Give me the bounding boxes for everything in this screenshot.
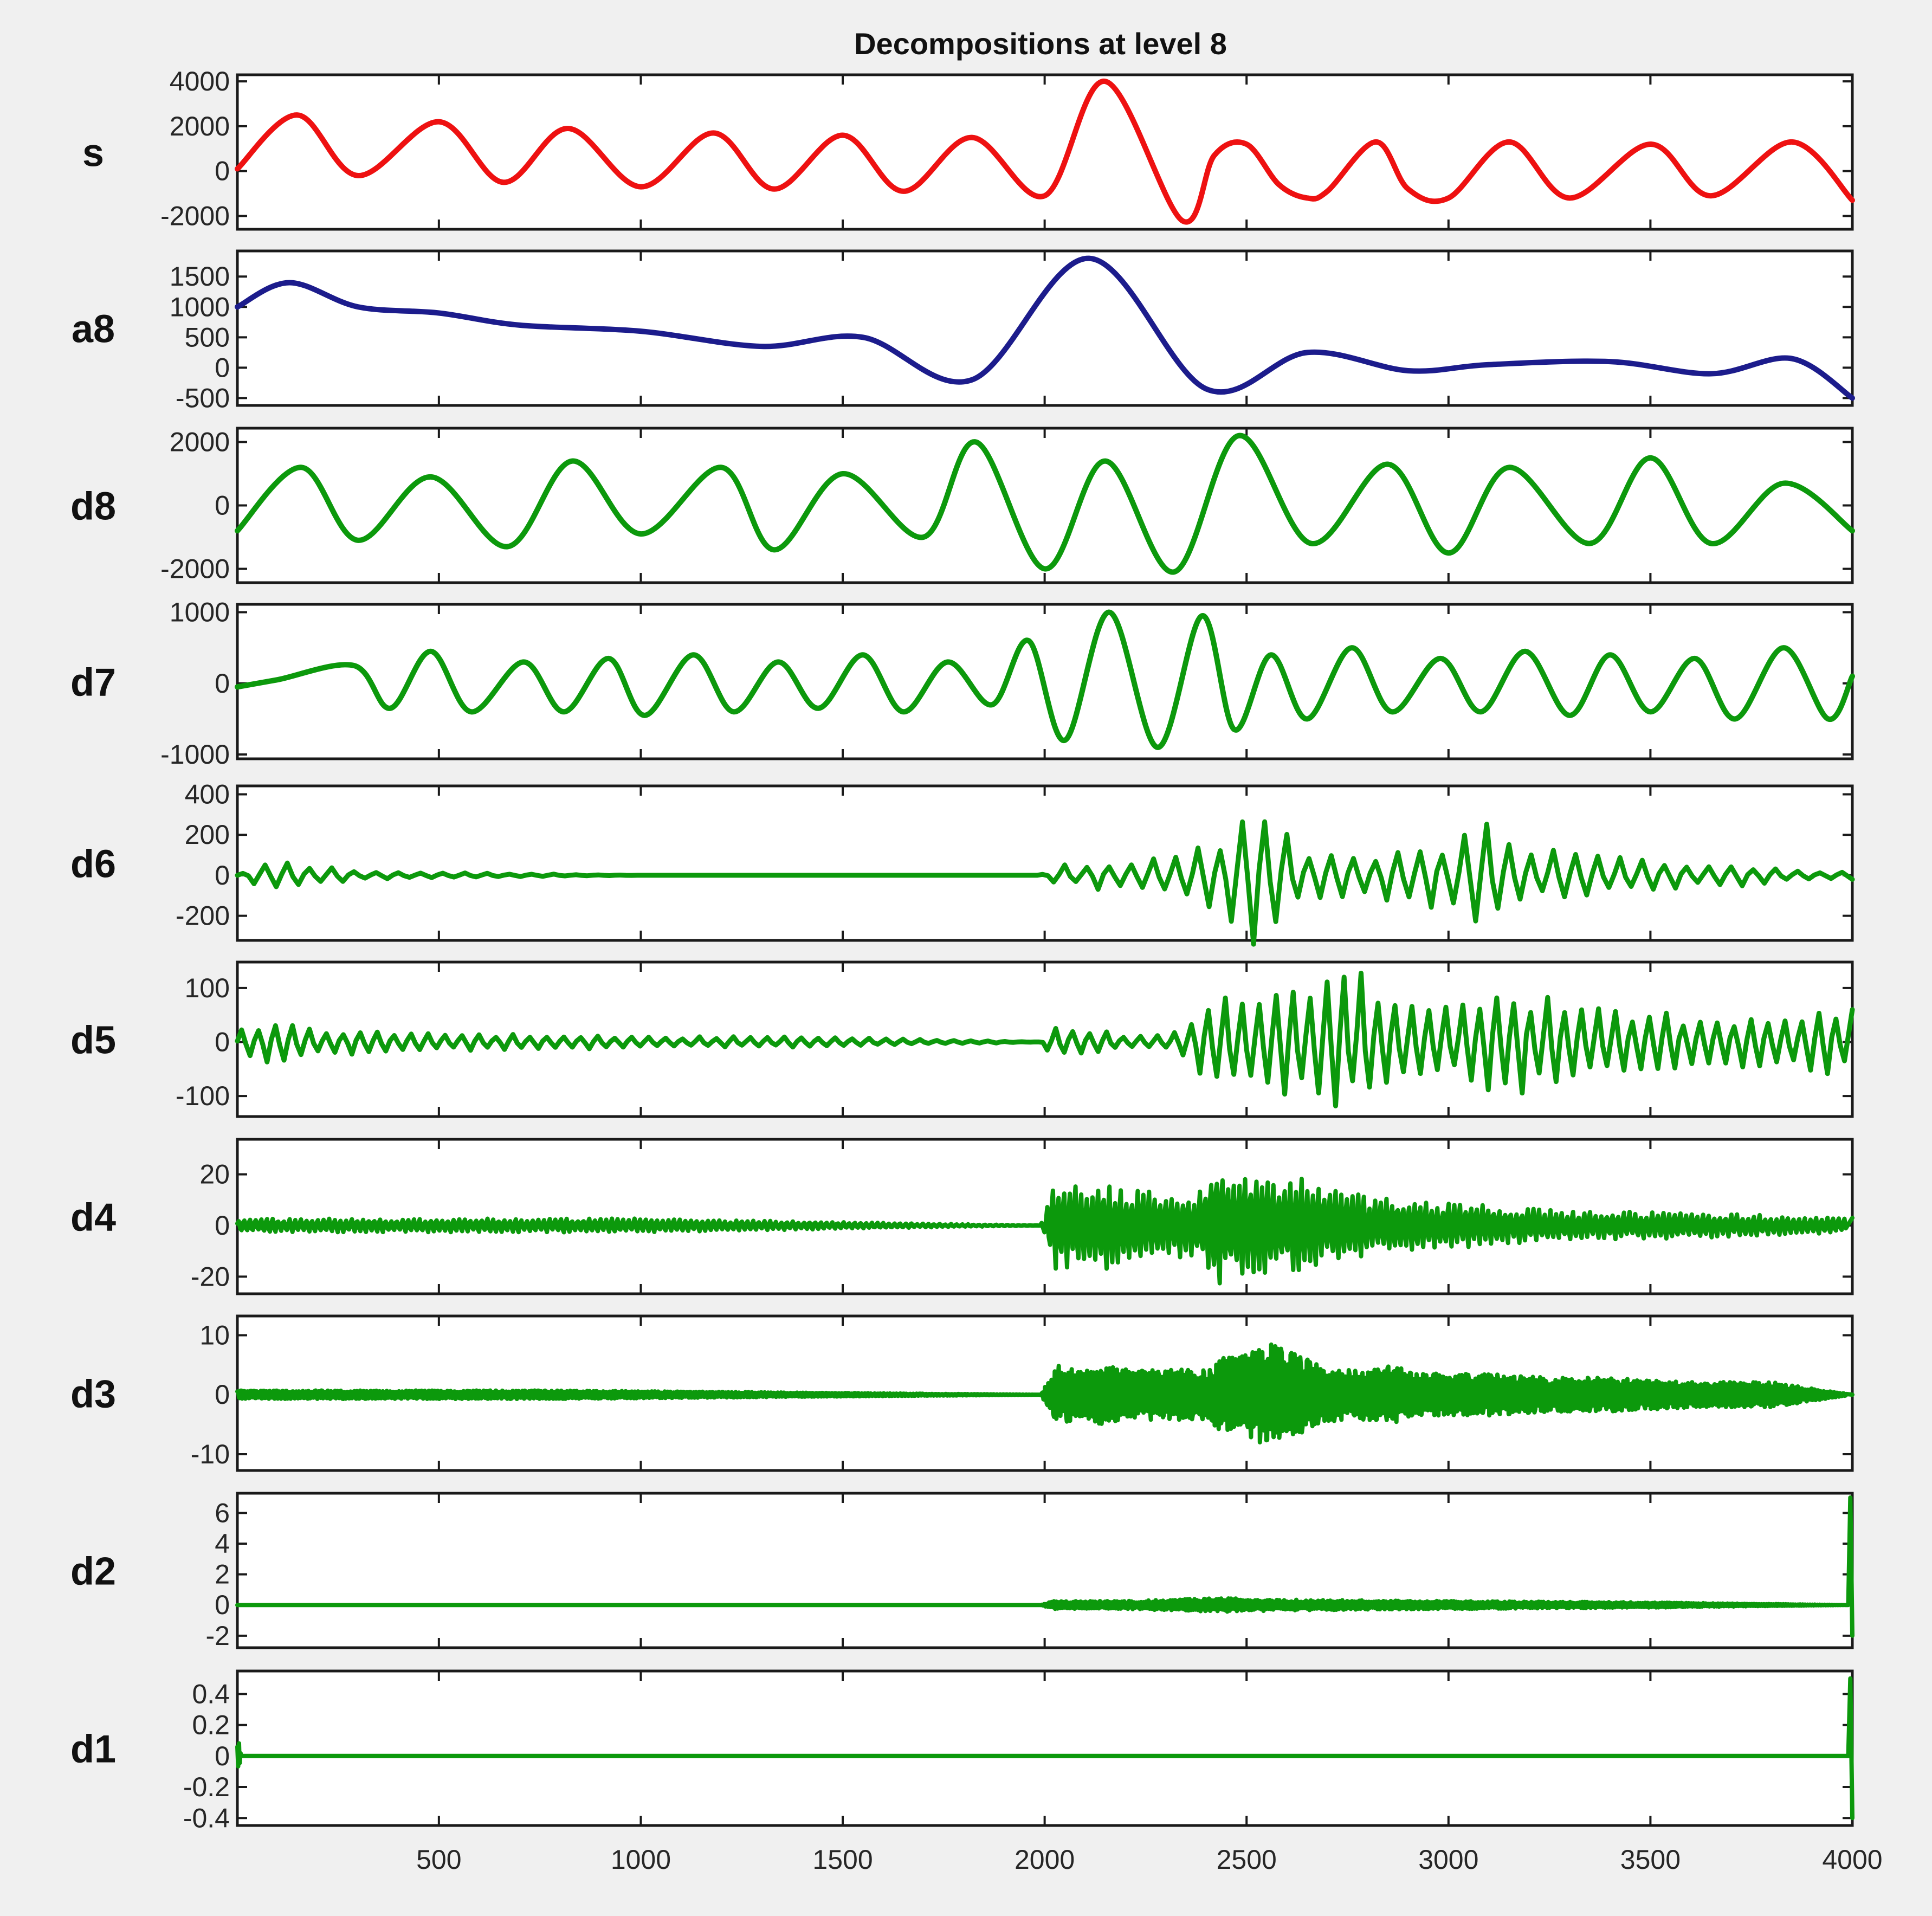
ylabel-d3: d3 [70, 1373, 116, 1416]
ytick-label-d1: -0.2 [183, 1772, 230, 1802]
panel-d6: 400 200 0 -200 d6 [70, 779, 1855, 947]
ytick-label-d2: 0 [215, 1590, 230, 1620]
series-line-d5 [235, 970, 1855, 1108]
ylabel-a8: a8 [72, 308, 115, 351]
series-line-d7 [235, 609, 1855, 750]
ytick-label-a8: -500 [176, 383, 230, 413]
ytick-label-a8: 1500 [170, 261, 230, 292]
panels-group: 400020000-2000s150010005000-500a820000-2… [70, 66, 1855, 1833]
ylabel-d7: d7 [70, 661, 116, 705]
ylabel-d2: d2 [70, 1550, 116, 1594]
ytick-label-d1: 0 [215, 1741, 230, 1771]
ytick-label-d5: -100 [176, 1081, 230, 1111]
series-line-d4 [235, 1177, 1855, 1286]
ytick-label-d8: -2000 [160, 553, 230, 584]
ytick-label-s: 0 [215, 156, 230, 186]
xtick-label: 2000 [1015, 1844, 1075, 1875]
series-line-s [235, 79, 1855, 225]
ylabel-d6: d6 [70, 843, 116, 886]
panel-d8: 2000 0 -2000 d8 [70, 427, 1855, 584]
panel-d1: 0.40.20-0.2-0.4 d1 [70, 1669, 1855, 1833]
ylabel-d4: d4 [70, 1196, 116, 1240]
axes-d8 [236, 427, 1854, 584]
ytick-label-d1: -0.4 [183, 1803, 230, 1833]
chart-title: Decompositions at level 8 [854, 27, 1227, 61]
xtick-label: 1500 [812, 1844, 873, 1875]
panel-d3: 10 0 -10 d3 [70, 1314, 1855, 1472]
ylabel-d8: d8 [70, 485, 116, 528]
ytick-label-d2: 6 [215, 1498, 230, 1528]
xtick-label: 3000 [1418, 1844, 1478, 1875]
axes-d2 [236, 1492, 1854, 1649]
ytick-label-d5: 100 [185, 973, 230, 1003]
ytick-label-d6: 200 [185, 820, 230, 850]
ylabel-d1: d1 [70, 1728, 116, 1771]
axes-d1 [236, 1669, 1854, 1827]
series-line-a8 [235, 255, 1855, 401]
ylabel-s: s [82, 132, 104, 175]
ytick-label-d6: -200 [176, 901, 230, 931]
ytick-label-d3: 0 [215, 1379, 230, 1410]
ytick-label-d4: -20 [191, 1261, 230, 1292]
ytick-label-d3: -10 [191, 1439, 230, 1469]
ytick-label-d6: 400 [185, 779, 230, 809]
xtick-label: 1000 [611, 1844, 671, 1875]
ytick-label-d7: -1000 [160, 739, 230, 770]
panel-d4: 20 0 -20 d4 [70, 1138, 1855, 1295]
ytick-label-a8: 0 [215, 352, 230, 383]
xtick-label: 2500 [1217, 1844, 1277, 1875]
ytick-label-d5: 0 [215, 1027, 230, 1057]
ytick-label-d6: 0 [215, 860, 230, 891]
ytick-label-d8: 0 [215, 491, 230, 521]
ytick-label-d7: 0 [215, 668, 230, 699]
panel-s: 4000 2000 0 -2000 s [82, 66, 1855, 231]
series-line-d8 [235, 433, 1855, 575]
axes-a8 [236, 249, 1854, 407]
ytick-label-d1: 0.2 [192, 1710, 230, 1740]
xtick-label: 3500 [1620, 1844, 1681, 1875]
ytick-label-a8: 500 [185, 322, 230, 352]
xtick-label: 4000 [1822, 1844, 1882, 1875]
ytick-label-s: 4000 [170, 66, 230, 96]
panel-d5: 100 0 -100 d5 [70, 960, 1855, 1118]
ylabel-d5: d5 [70, 1019, 116, 1062]
axes-s [236, 73, 1854, 231]
series-line-d1 [235, 1676, 1855, 1821]
ytick-label-s: -2000 [160, 201, 230, 231]
ytick-label-d1: 0.4 [192, 1679, 230, 1709]
series-line-d6 [235, 819, 1855, 947]
ytick-label-d2: 4 [215, 1528, 230, 1559]
ytick-label-d2: -2 [206, 1621, 230, 1651]
axes-d6 [236, 784, 1854, 942]
ytick-label-d4: 20 [199, 1159, 230, 1190]
ytick-label-s: 2000 [170, 111, 230, 141]
series-line-d2 [235, 1495, 1855, 1638]
ytick-label-d4: 0 [215, 1210, 230, 1241]
ytick-label-d7: 1000 [170, 597, 230, 628]
ytick-label-d8: 2000 [170, 427, 230, 457]
ytick-label-d3: 10 [199, 1320, 230, 1350]
ytick-label-d2: 2 [215, 1559, 230, 1590]
series-line-d3 [235, 1342, 1855, 1444]
x-axis: 500 1000 1500 2000 2500 3000 3500 4000 [416, 1844, 1882, 1875]
panel-d7: 1000 0 -1000 d7 [70, 597, 1855, 770]
ytick-label-a8: 1000 [170, 292, 230, 322]
xtick-label: 500 [416, 1844, 461, 1875]
